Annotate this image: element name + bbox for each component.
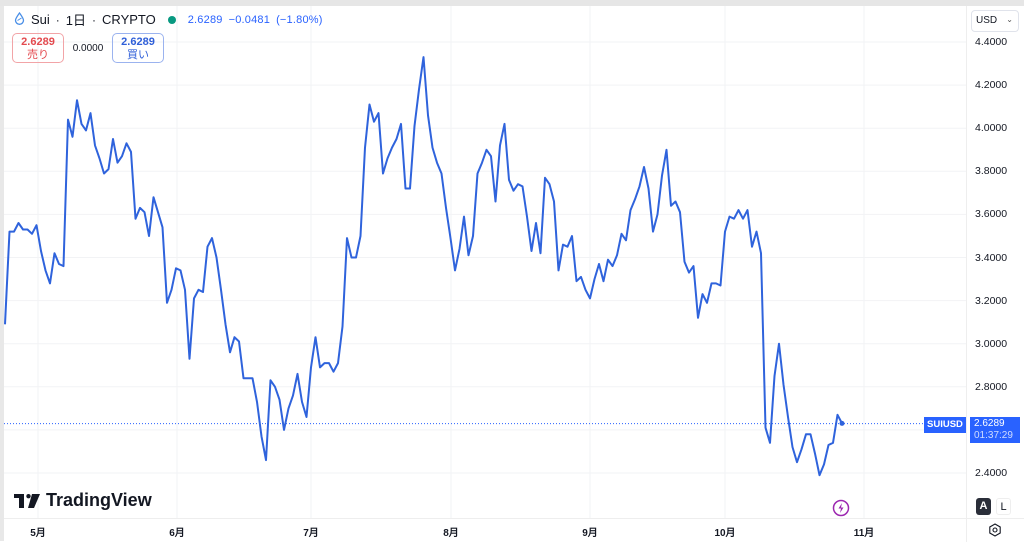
price-tick: 4.4000 (975, 36, 1008, 48)
time-tick: 7月 (303, 528, 319, 539)
sui-droplet-icon (14, 11, 25, 28)
buy-label: 買い (127, 49, 149, 61)
time-tick: 11月 (853, 528, 875, 539)
axis-corner (966, 518, 1024, 542)
price-tick: 2.8000 (975, 380, 1008, 393)
separator: · (92, 12, 97, 27)
time-tick: 6月 (169, 528, 185, 539)
tradingview-logo[interactable]: TradingView (14, 490, 152, 511)
tradingview-logo-icon (14, 493, 40, 508)
price-tick: 3.6000 (975, 208, 1008, 221)
price-tick: 4.2000 (975, 79, 1008, 92)
price-change: −0.0481 (228, 13, 271, 26)
log-scale-button[interactable]: L (996, 498, 1011, 515)
last-point-marker (839, 420, 845, 426)
buy-button[interactable]: 2.6289 買い (112, 33, 164, 63)
price-chart[interactable] (4, 6, 966, 518)
buy-price: 2.6289 (121, 36, 155, 48)
symbol-name[interactable]: Sui (31, 12, 50, 27)
price-tick: 3.4000 (975, 251, 1008, 264)
time-tick: 8月 (443, 528, 459, 539)
market-status-dot[interactable] (167, 15, 176, 24)
bar-countdown: 01:37:29 (974, 430, 1013, 441)
time-axis[interactable]: 5月 6月 7月 8月 9月 10月 11月 (4, 518, 966, 542)
left-edge (0, 6, 4, 541)
chevron-down-icon: ⌄ (1006, 15, 1013, 24)
trade-panel: 2.6289 売り 0.0000 2.6289 買い (12, 33, 164, 63)
separator: · (55, 12, 60, 27)
price-change-pct: (−1.80%) (276, 13, 323, 26)
sell-price: 2.6289 (21, 36, 55, 48)
logo-text: TradingView (46, 490, 152, 510)
sell-label: 売り (27, 49, 49, 61)
symbol-legend: Sui · 1日 · CRYPTO 2.6289 −0.0481 (−1.80%… (14, 10, 323, 29)
price-axis[interactable]: USD ⌄ 4.4000 4.2000 4.0000 3.8000 3.6000 3.40… (966, 6, 1024, 518)
time-tick: 5月 (30, 528, 46, 539)
price-tick: 4.0000 (975, 122, 1008, 135)
current-price: 2.6289 (974, 418, 1005, 429)
auto-scale-button[interactable]: A (976, 498, 991, 515)
interval[interactable]: 1日 (65, 13, 87, 28)
gear-icon[interactable] (988, 523, 1002, 542)
symbol-price-tag: SUIUSD (924, 417, 966, 433)
time-tick: 9月 (582, 528, 598, 539)
exchange: CRYPTO (102, 12, 156, 27)
time-tick: 10月 (714, 528, 736, 539)
chart-plot-area[interactable] (4, 6, 966, 518)
price-tick: 2.4000 (975, 467, 1008, 479)
price-line[interactable] (4, 56, 843, 477)
price-tick: 3.0000 (975, 337, 1008, 350)
last-price: 2.6289 (187, 13, 223, 26)
spread-value: 0.0000 (72, 42, 104, 54)
price-tick: 3.2000 (975, 294, 1008, 307)
current-price-label: 2.6289 01:37:29 (970, 417, 1020, 443)
lightning-icon[interactable] (832, 499, 850, 522)
price-tick: 3.8000 (975, 165, 1008, 178)
sell-button[interactable]: 2.6289 売り (12, 33, 64, 63)
currency-label: USD (976, 15, 998, 26)
currency-select[interactable]: USD ⌄ (971, 10, 1019, 32)
